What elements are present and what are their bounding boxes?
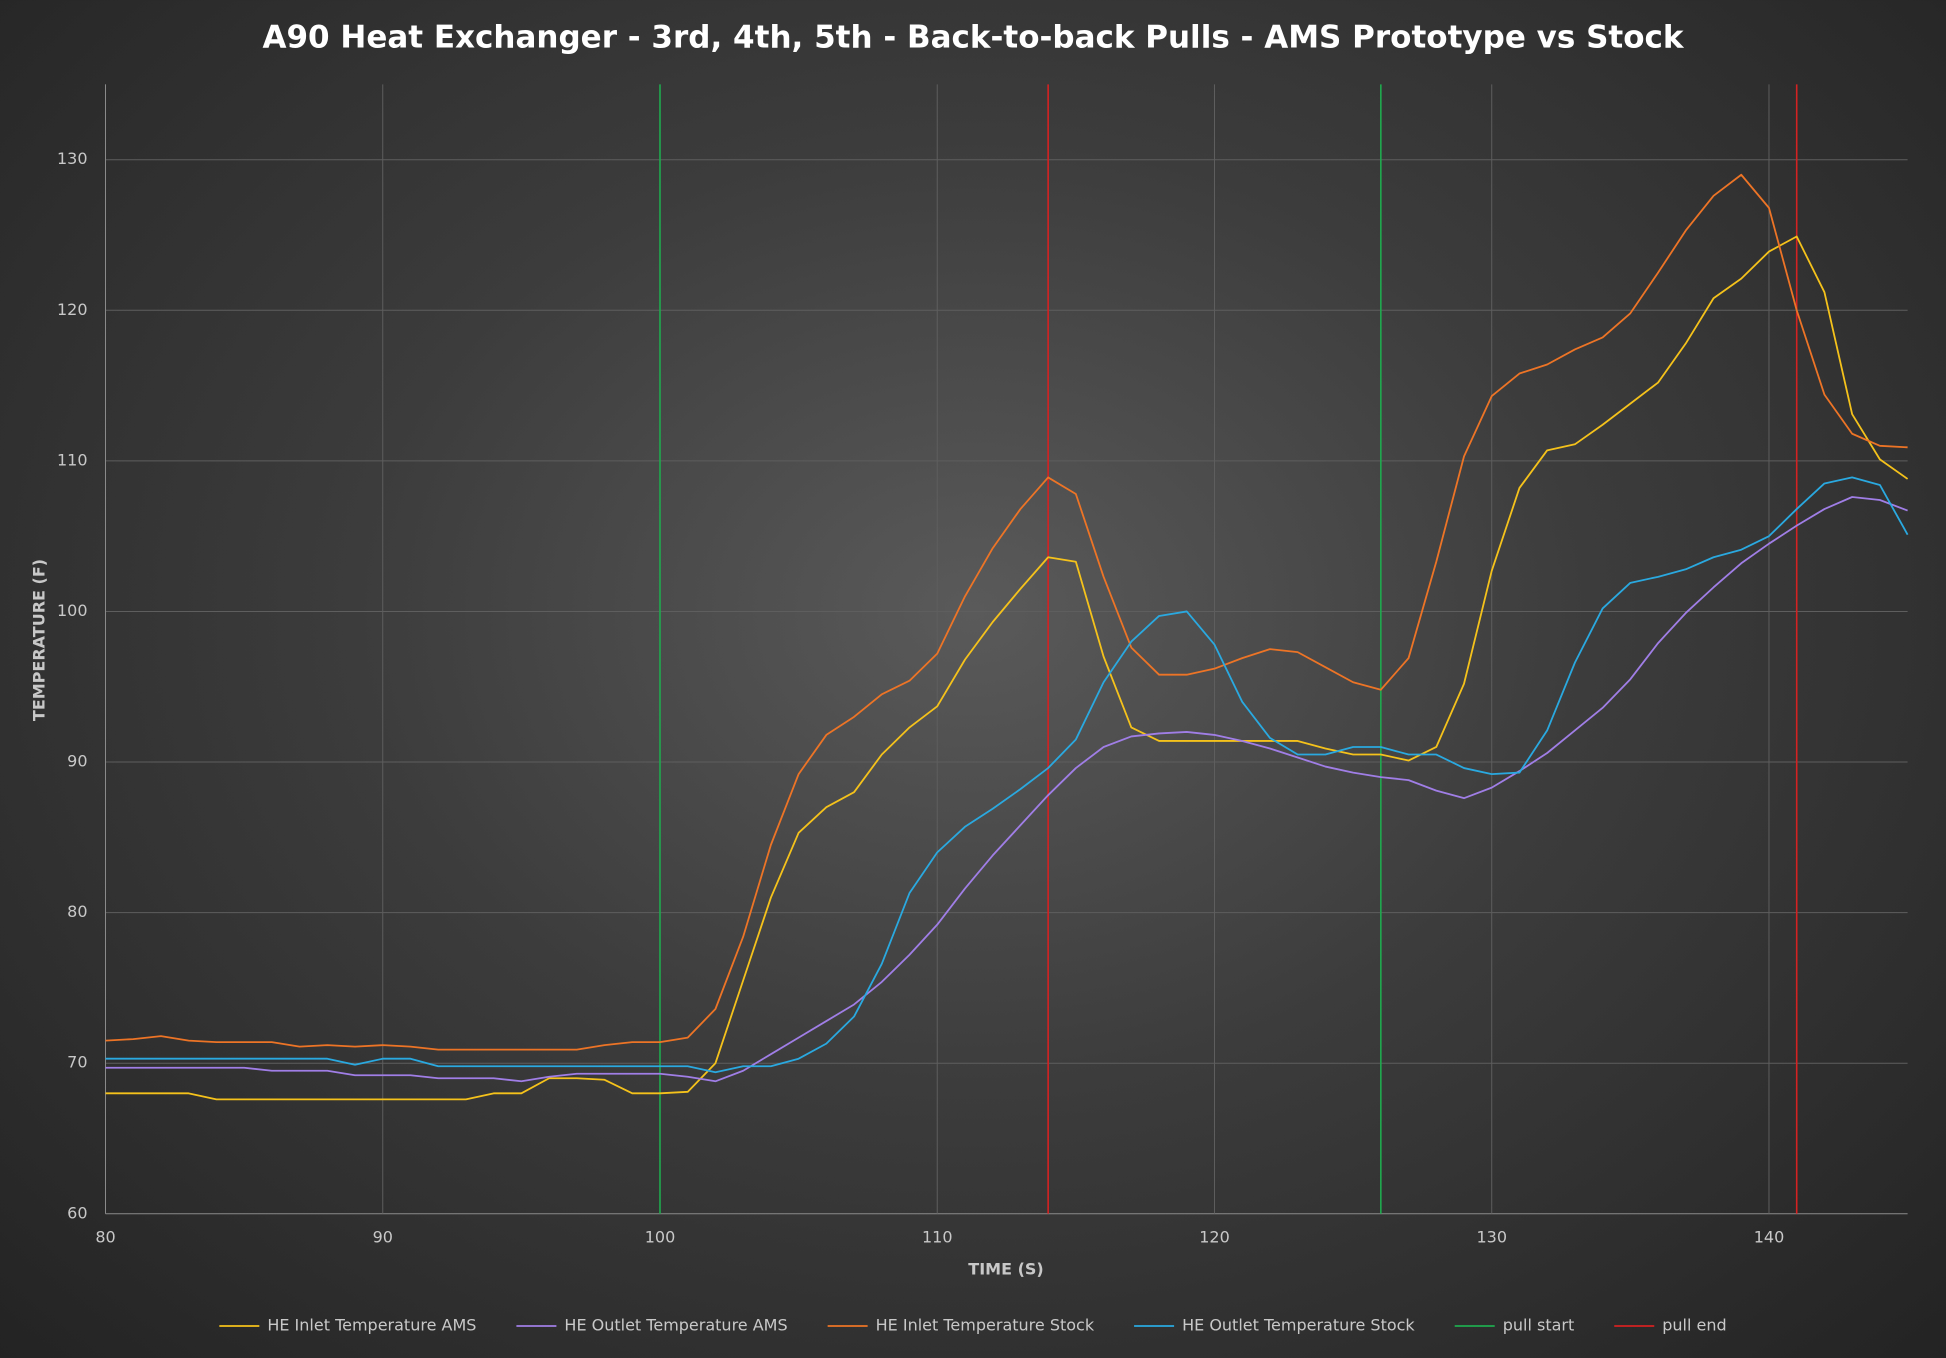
- legend-label: HE Inlet Temperature Stock: [876, 1316, 1095, 1335]
- y-tick-label: 60: [67, 1203, 87, 1222]
- series-line: [105, 476, 1909, 1074]
- legend-label: HE Outlet Temperature Stock: [1182, 1316, 1415, 1335]
- series-line: [105, 496, 1908, 1083]
- y-tick-label: 80: [67, 902, 87, 921]
- legend-label: HE Outlet Temperature AMS: [564, 1316, 787, 1335]
- legend-label: pull start: [1503, 1316, 1575, 1335]
- x-tick-label: 140: [1754, 1227, 1785, 1246]
- legend: HE Inlet Temperature AMS HE Outlet Temper…: [219, 1316, 1727, 1335]
- x-tick-label: 100: [645, 1227, 676, 1246]
- x-tick-label: 80: [95, 1227, 115, 1246]
- series-line: [105, 235, 1909, 1101]
- chart-title: A90 Heat Exchanger - 3rd, 4th, 5th - Bac…: [262, 20, 1684, 56]
- y-tick-label: 130: [57, 149, 88, 168]
- x-tick-label: 130: [1476, 1227, 1507, 1246]
- legend-label: pull end: [1662, 1316, 1726, 1335]
- x-tick-label: 120: [1199, 1227, 1230, 1246]
- y-tick-label: 70: [67, 1053, 87, 1072]
- y-tick-label: 100: [57, 601, 88, 620]
- y-tick-label: 120: [57, 300, 88, 319]
- y-tick-label: 90: [67, 752, 87, 771]
- legend-label: HE Inlet Temperature AMS: [267, 1316, 476, 1335]
- series-line: [105, 173, 1908, 1051]
- x-axis-label: TIME (S): [968, 1260, 1043, 1279]
- y-tick-label: 110: [57, 450, 88, 469]
- y-axis-label: TEMPERATURE (F): [30, 559, 49, 721]
- x-tick-label: 90: [373, 1227, 393, 1246]
- x-tick-label: 110: [922, 1227, 953, 1246]
